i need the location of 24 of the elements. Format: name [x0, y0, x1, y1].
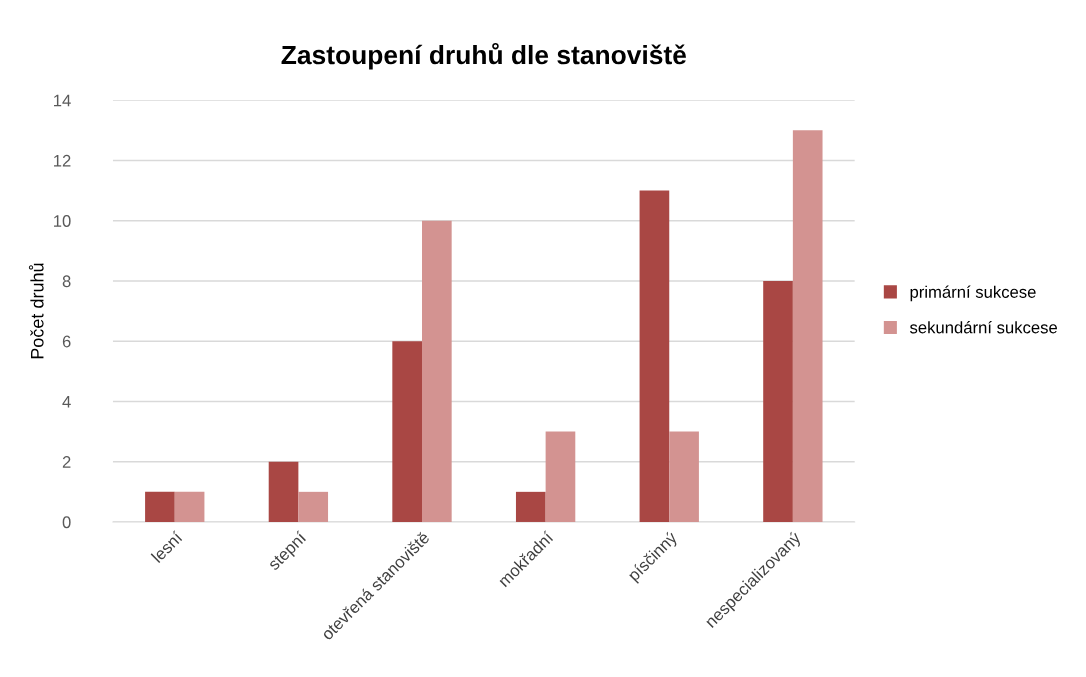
y-tick-label: 6 — [62, 335, 71, 348]
y-tick-label: 14 — [54, 94, 71, 107]
bar — [145, 491, 175, 522]
y-tick-label: 8 — [62, 275, 71, 288]
y-axis-title: Počet druhů — [28, 263, 44, 359]
y-tick-label: 12 — [54, 154, 71, 167]
chart-title: Zastoupení druhů dle stanoviště — [281, 42, 686, 70]
bar — [268, 461, 299, 522]
y-tick-label: 2 — [62, 456, 71, 468]
legend-label: primární sukcese — [910, 285, 1036, 302]
bar — [515, 491, 546, 522]
bar — [763, 280, 793, 522]
bar — [174, 491, 205, 522]
y-tick-label: 0 — [62, 516, 71, 529]
y-tick-label: 4 — [62, 396, 71, 408]
bar — [298, 491, 329, 522]
bar — [639, 190, 670, 522]
bar — [392, 341, 422, 522]
bar — [545, 431, 576, 522]
bar — [422, 220, 452, 522]
legend-label: sekundární sukcese — [909, 320, 1058, 334]
y-tick-label: 10 — [54, 215, 71, 227]
bar — [792, 130, 823, 522]
bar — [669, 431, 699, 522]
